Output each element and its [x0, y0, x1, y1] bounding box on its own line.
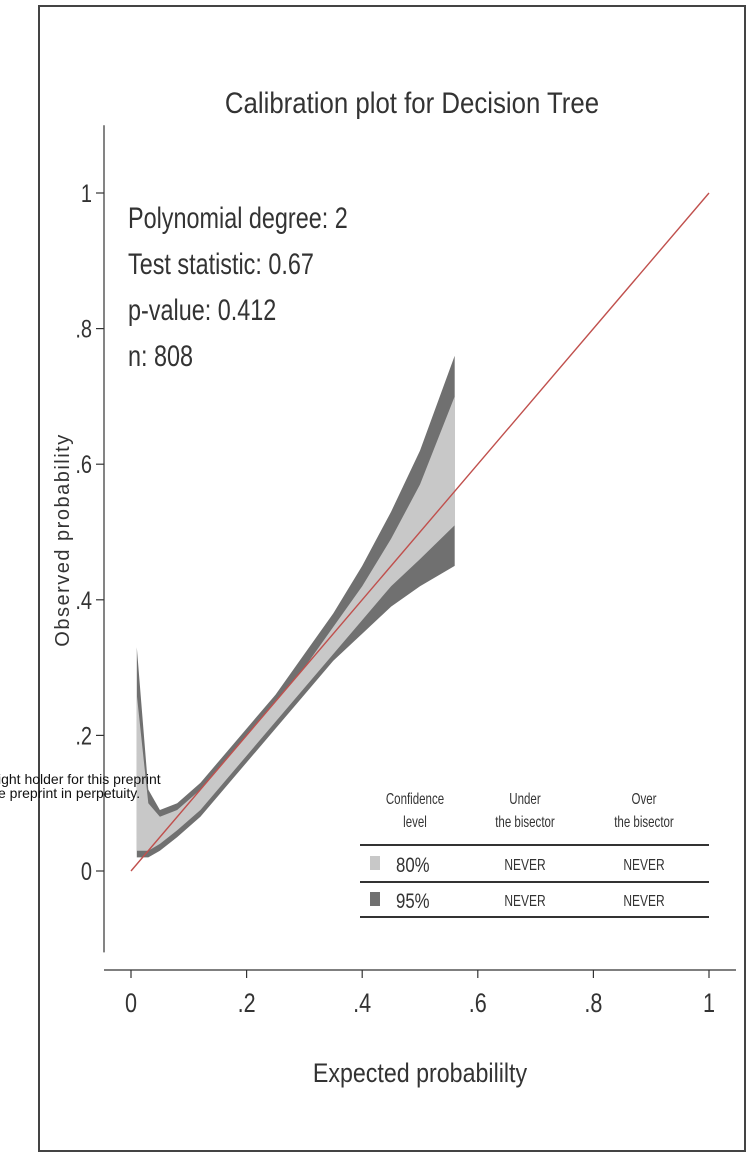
- x-tick-label: .8: [584, 989, 602, 1019]
- bisector-line: [130, 192, 710, 872]
- band-80pct: [136, 396, 455, 851]
- y-tick-label: 1: [81, 180, 92, 208]
- confidence-bands: [136, 355, 455, 858]
- stats-line: n: 808: [128, 339, 193, 372]
- legend-table: Confidence level Under the bisector Over the …: [360, 789, 709, 918]
- y-tick-label: .8: [75, 316, 92, 344]
- legend-swatch: [370, 892, 380, 906]
- legend-swatch: [370, 856, 380, 870]
- legend-header: Confidence: [386, 789, 444, 807]
- stats-line: p-value: 0.412: [128, 293, 276, 326]
- legend-level: 95%: [396, 890, 430, 913]
- y-axis-label: Observed probability: [52, 433, 74, 646]
- watermark-line-1: ight holder for this preprint: [0, 771, 161, 787]
- y-tick-label: .6: [75, 451, 92, 479]
- chart-title: Calibration plot for Decision Tree: [225, 86, 599, 119]
- legend-under: NEVER: [504, 891, 545, 909]
- y-tick-label: .2: [75, 722, 92, 750]
- band-95pct: [136, 355, 455, 858]
- legend-header: Over: [632, 789, 657, 807]
- watermark-line-2: e preprint in perpetuity.: [0, 785, 141, 801]
- legend-header: level: [403, 812, 427, 830]
- legend-over: NEVER: [623, 891, 664, 909]
- x-tick-label: .6: [469, 989, 487, 1019]
- legend-level: 80%: [396, 854, 430, 877]
- x-tick-label: .2: [238, 989, 256, 1019]
- x-tick-label: .4: [353, 989, 371, 1019]
- stats-annotation: Polynomial degree: 2 Test statistic: 0.67…: [128, 201, 348, 372]
- y-axis-ticks: 0 .2 .4 .6 .8 1: [75, 180, 104, 886]
- x-axis-ticks: 0 .2 .4 .6 .8 1: [125, 970, 715, 1019]
- x-tick-label: 1: [703, 989, 715, 1019]
- legend-over: NEVER: [623, 855, 664, 873]
- x-axis-label: Expected probabililty: [313, 1058, 528, 1088]
- stats-line: Polynomial degree: 2: [128, 201, 348, 234]
- x-tick-label: 0: [125, 989, 137, 1019]
- legend-under: NEVER: [504, 855, 545, 873]
- y-tick-label: .4: [75, 587, 92, 615]
- legend-header: Under: [509, 789, 541, 807]
- y-tick-label: 0: [81, 858, 92, 886]
- legend-header: the bisector: [495, 812, 555, 830]
- legend-header: the bisector: [614, 812, 674, 830]
- stats-line: Test statistic: 0.67: [128, 247, 314, 280]
